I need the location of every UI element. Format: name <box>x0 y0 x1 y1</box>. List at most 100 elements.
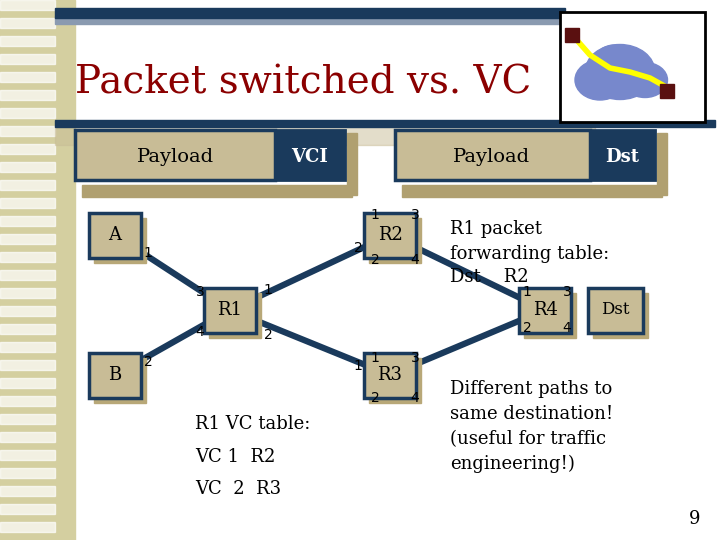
Text: 4: 4 <box>410 391 419 405</box>
Bar <box>0 450 55 460</box>
Bar <box>395 130 590 180</box>
Text: Different paths to
same destination!: Different paths to same destination! <box>450 380 613 423</box>
Bar <box>94 218 146 263</box>
Bar <box>0 342 55 352</box>
Bar <box>0 378 55 388</box>
Bar <box>0 360 55 370</box>
Text: 2: 2 <box>371 253 379 267</box>
Bar <box>0 54 55 64</box>
Ellipse shape <box>585 44 655 99</box>
Bar <box>0 216 55 226</box>
Text: 4: 4 <box>562 321 572 335</box>
Text: 3: 3 <box>410 208 419 222</box>
Bar <box>0 288 55 298</box>
Text: R3: R3 <box>377 366 402 384</box>
Bar <box>55 120 715 127</box>
Bar <box>593 293 648 338</box>
Bar <box>94 358 146 403</box>
Bar <box>0 270 55 280</box>
Ellipse shape <box>595 45 635 75</box>
Bar <box>75 130 275 180</box>
Bar <box>55 125 595 145</box>
Bar <box>55 8 565 18</box>
Text: Dst    R2: Dst R2 <box>450 268 528 286</box>
Text: 1: 1 <box>523 285 531 299</box>
Bar <box>0 144 55 154</box>
Text: 2: 2 <box>371 391 379 405</box>
Text: 2: 2 <box>354 241 362 255</box>
Bar <box>657 133 667 195</box>
Text: R1: R1 <box>217 301 243 319</box>
Text: R1 packet
forwarding table:: R1 packet forwarding table: <box>450 220 609 263</box>
Text: VC  2  R3: VC 2 R3 <box>195 480 281 498</box>
Bar <box>82 185 352 197</box>
Text: 2: 2 <box>523 321 531 335</box>
Bar <box>0 126 55 136</box>
Bar <box>0 180 55 190</box>
Bar <box>55 16 685 24</box>
Bar <box>660 84 674 98</box>
Text: 3: 3 <box>562 285 572 299</box>
Bar <box>0 396 55 406</box>
Bar <box>0 504 55 514</box>
Bar <box>369 218 421 263</box>
Bar <box>0 36 55 46</box>
Text: Packet switched vs. VC: Packet switched vs. VC <box>75 65 531 102</box>
Bar <box>0 90 55 100</box>
Bar <box>0 0 55 10</box>
Bar <box>590 130 655 180</box>
Text: 1: 1 <box>264 283 272 297</box>
Bar <box>0 522 55 532</box>
Bar <box>0 108 55 118</box>
Text: 4: 4 <box>410 253 419 267</box>
Bar <box>0 414 55 424</box>
Bar <box>560 12 705 122</box>
Bar <box>0 234 55 244</box>
Bar <box>369 358 421 403</box>
Bar <box>402 185 662 197</box>
Text: A: A <box>109 226 122 244</box>
Bar <box>0 486 55 496</box>
Bar <box>0 0 75 540</box>
Text: R4: R4 <box>533 301 557 319</box>
Text: B: B <box>109 366 122 384</box>
Text: Dst: Dst <box>605 148 639 166</box>
Bar <box>0 198 55 208</box>
Bar <box>0 432 55 442</box>
Ellipse shape <box>575 60 625 100</box>
Text: Dst: Dst <box>600 301 629 319</box>
Bar <box>89 213 141 258</box>
Text: 1: 1 <box>354 359 362 373</box>
Ellipse shape <box>623 63 667 98</box>
Bar <box>0 162 55 172</box>
Bar <box>209 293 261 338</box>
Bar <box>588 288 643 333</box>
Bar <box>524 293 576 338</box>
Bar <box>0 468 55 478</box>
Text: 1: 1 <box>371 351 379 365</box>
Text: 2: 2 <box>143 355 153 369</box>
Bar <box>275 130 345 180</box>
Text: Payload: Payload <box>136 148 214 166</box>
Bar <box>565 28 579 42</box>
Bar <box>364 353 416 398</box>
Text: VC 1  R2: VC 1 R2 <box>195 448 275 466</box>
Text: 1: 1 <box>371 208 379 222</box>
Bar <box>0 252 55 262</box>
Text: 2: 2 <box>264 328 272 342</box>
Bar <box>204 288 256 333</box>
Bar <box>0 72 55 82</box>
Text: R2: R2 <box>377 226 402 244</box>
Text: VCI: VCI <box>292 148 328 166</box>
Bar <box>0 18 55 28</box>
Text: 3: 3 <box>410 351 419 365</box>
Text: R1 VC table:: R1 VC table: <box>195 415 310 433</box>
Bar <box>347 133 357 195</box>
Bar <box>89 353 141 398</box>
Bar <box>0 324 55 334</box>
Bar <box>0 306 55 316</box>
Text: 9: 9 <box>688 510 700 528</box>
Text: 3: 3 <box>196 285 204 299</box>
Text: 4: 4 <box>196 325 204 339</box>
Text: Payload: Payload <box>454 148 531 166</box>
